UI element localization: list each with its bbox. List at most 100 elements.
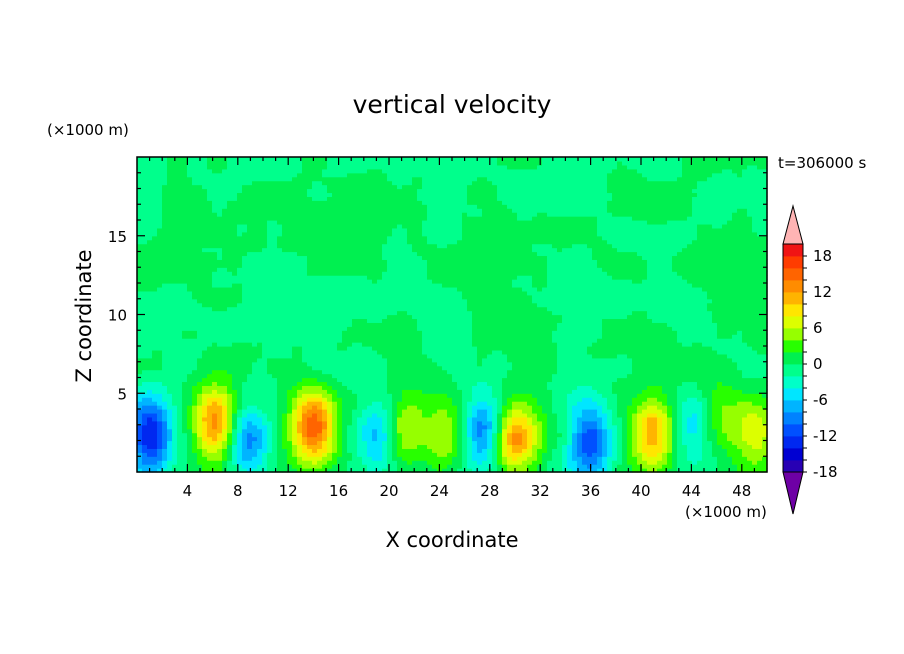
heatmap-cell: [357, 393, 363, 398]
heatmap-cell: [432, 346, 438, 351]
heatmap-cell: [142, 235, 148, 241]
heatmap-cell: [182, 349, 188, 355]
heatmap-cell: [242, 176, 248, 182]
heatmap-cell: [437, 357, 443, 363]
heatmap-cell: [157, 468, 163, 473]
heatmap-cell: [232, 353, 238, 359]
heatmap-cell: [232, 377, 238, 383]
heatmap-cell: [437, 176, 443, 182]
heatmap-cell: [292, 389, 298, 394]
heatmap-cell: [292, 405, 298, 410]
heatmap-cell: [227, 247, 233, 253]
heatmap-cell: [277, 271, 283, 276]
heatmap-cell: [207, 263, 213, 268]
heatmap-cell: [187, 172, 193, 178]
heatmap-cell: [217, 216, 223, 221]
heatmap-cell: [397, 263, 403, 268]
heatmap-cell: [172, 412, 178, 418]
heatmap-cell: [297, 468, 303, 473]
heatmap-cell: [237, 227, 243, 233]
heatmap-cell: [397, 416, 403, 422]
heatmap-cell: [312, 424, 318, 430]
heatmap-cell: [162, 357, 168, 363]
heatmap-cell: [292, 452, 298, 457]
heatmap-cell: [447, 393, 453, 398]
heatmap-cell: [357, 196, 363, 201]
heatmap-cell: [292, 365, 298, 371]
heatmap-cell: [392, 318, 398, 323]
heatmap-cell: [277, 412, 283, 418]
heatmap-cell: [327, 397, 333, 402]
heatmap-cell: [172, 306, 178, 312]
heatmap-cell: [377, 405, 383, 410]
heatmap-cell: [417, 412, 423, 418]
heatmap-cell: [407, 444, 413, 449]
heatmap-cell: [257, 275, 263, 280]
heatmap-cell: [347, 231, 353, 237]
heatmap-cell: [357, 326, 363, 331]
heatmap-cell: [142, 381, 148, 386]
heatmap-cell: [192, 369, 198, 375]
heatmap-cell: [157, 412, 163, 418]
heatmap-cell: [307, 259, 313, 264]
heatmap-cell: [252, 172, 258, 178]
heatmap-cell: [432, 460, 438, 465]
heatmap-cell: [372, 393, 378, 398]
heatmap-cell: [347, 172, 353, 178]
heatmap-cell: [302, 176, 308, 182]
heatmap-cell: [427, 338, 433, 343]
heatmap-cell: [312, 353, 318, 359]
heatmap-cell: [387, 432, 393, 438]
heatmap-cell: [252, 184, 258, 190]
heatmap-cell: [222, 208, 228, 213]
heatmap-cell: [157, 271, 163, 276]
heatmap-cell: [197, 377, 203, 383]
heatmap-cell: [392, 251, 398, 257]
heatmap-cell: [287, 267, 293, 272]
heatmap-cell: [177, 157, 183, 162]
heatmap-cell: [347, 302, 353, 308]
heatmap-cell: [362, 314, 368, 320]
heatmap-cell: [157, 353, 163, 359]
heatmap-cell: [332, 267, 338, 272]
heatmap-cell: [187, 416, 193, 422]
heatmap-cell: [217, 314, 223, 320]
heatmap-cell: [277, 243, 283, 249]
heatmap-cell: [192, 263, 198, 268]
heatmap-cell: [242, 220, 248, 225]
heatmap-cell: [202, 160, 208, 166]
heatmap-cell: [327, 204, 333, 209]
heatmap-cell: [172, 385, 178, 390]
heatmap-cell: [372, 428, 378, 434]
heatmap-cell: [217, 346, 223, 351]
heatmap-cell: [262, 342, 268, 347]
heatmap-cell: [172, 428, 178, 434]
heatmap-cell: [262, 306, 268, 312]
heatmap-cell: [262, 346, 268, 351]
heatmap-cell: [172, 200, 178, 205]
heatmap-cell: [282, 361, 288, 367]
heatmap-cell: [152, 405, 158, 410]
heatmap-cell: [172, 452, 178, 457]
heatmap-cell: [357, 346, 363, 351]
heatmap-cell: [272, 286, 278, 292]
heatmap-cell: [287, 263, 293, 268]
heatmap-cell: [202, 247, 208, 253]
heatmap-cell: [352, 157, 358, 162]
heatmap-cell: [347, 432, 353, 438]
heatmap-cell: [397, 259, 403, 264]
heatmap-cell: [312, 330, 318, 335]
heatmap-cell: [217, 223, 223, 229]
heatmap-cell: [147, 416, 153, 422]
heatmap-cell: [167, 424, 173, 430]
heatmap-cell: [172, 160, 178, 166]
heatmap-cell: [152, 294, 158, 300]
heatmap-cell: [177, 381, 183, 386]
heatmap-cell: [237, 267, 243, 272]
time-label: t=306000 s: [778, 154, 866, 172]
heatmap-cell: [227, 346, 233, 351]
heatmap-cell: [142, 290, 148, 296]
heatmap-cell: [382, 401, 388, 406]
heatmap-cell: [392, 176, 398, 182]
heatmap-cell: [412, 448, 418, 453]
